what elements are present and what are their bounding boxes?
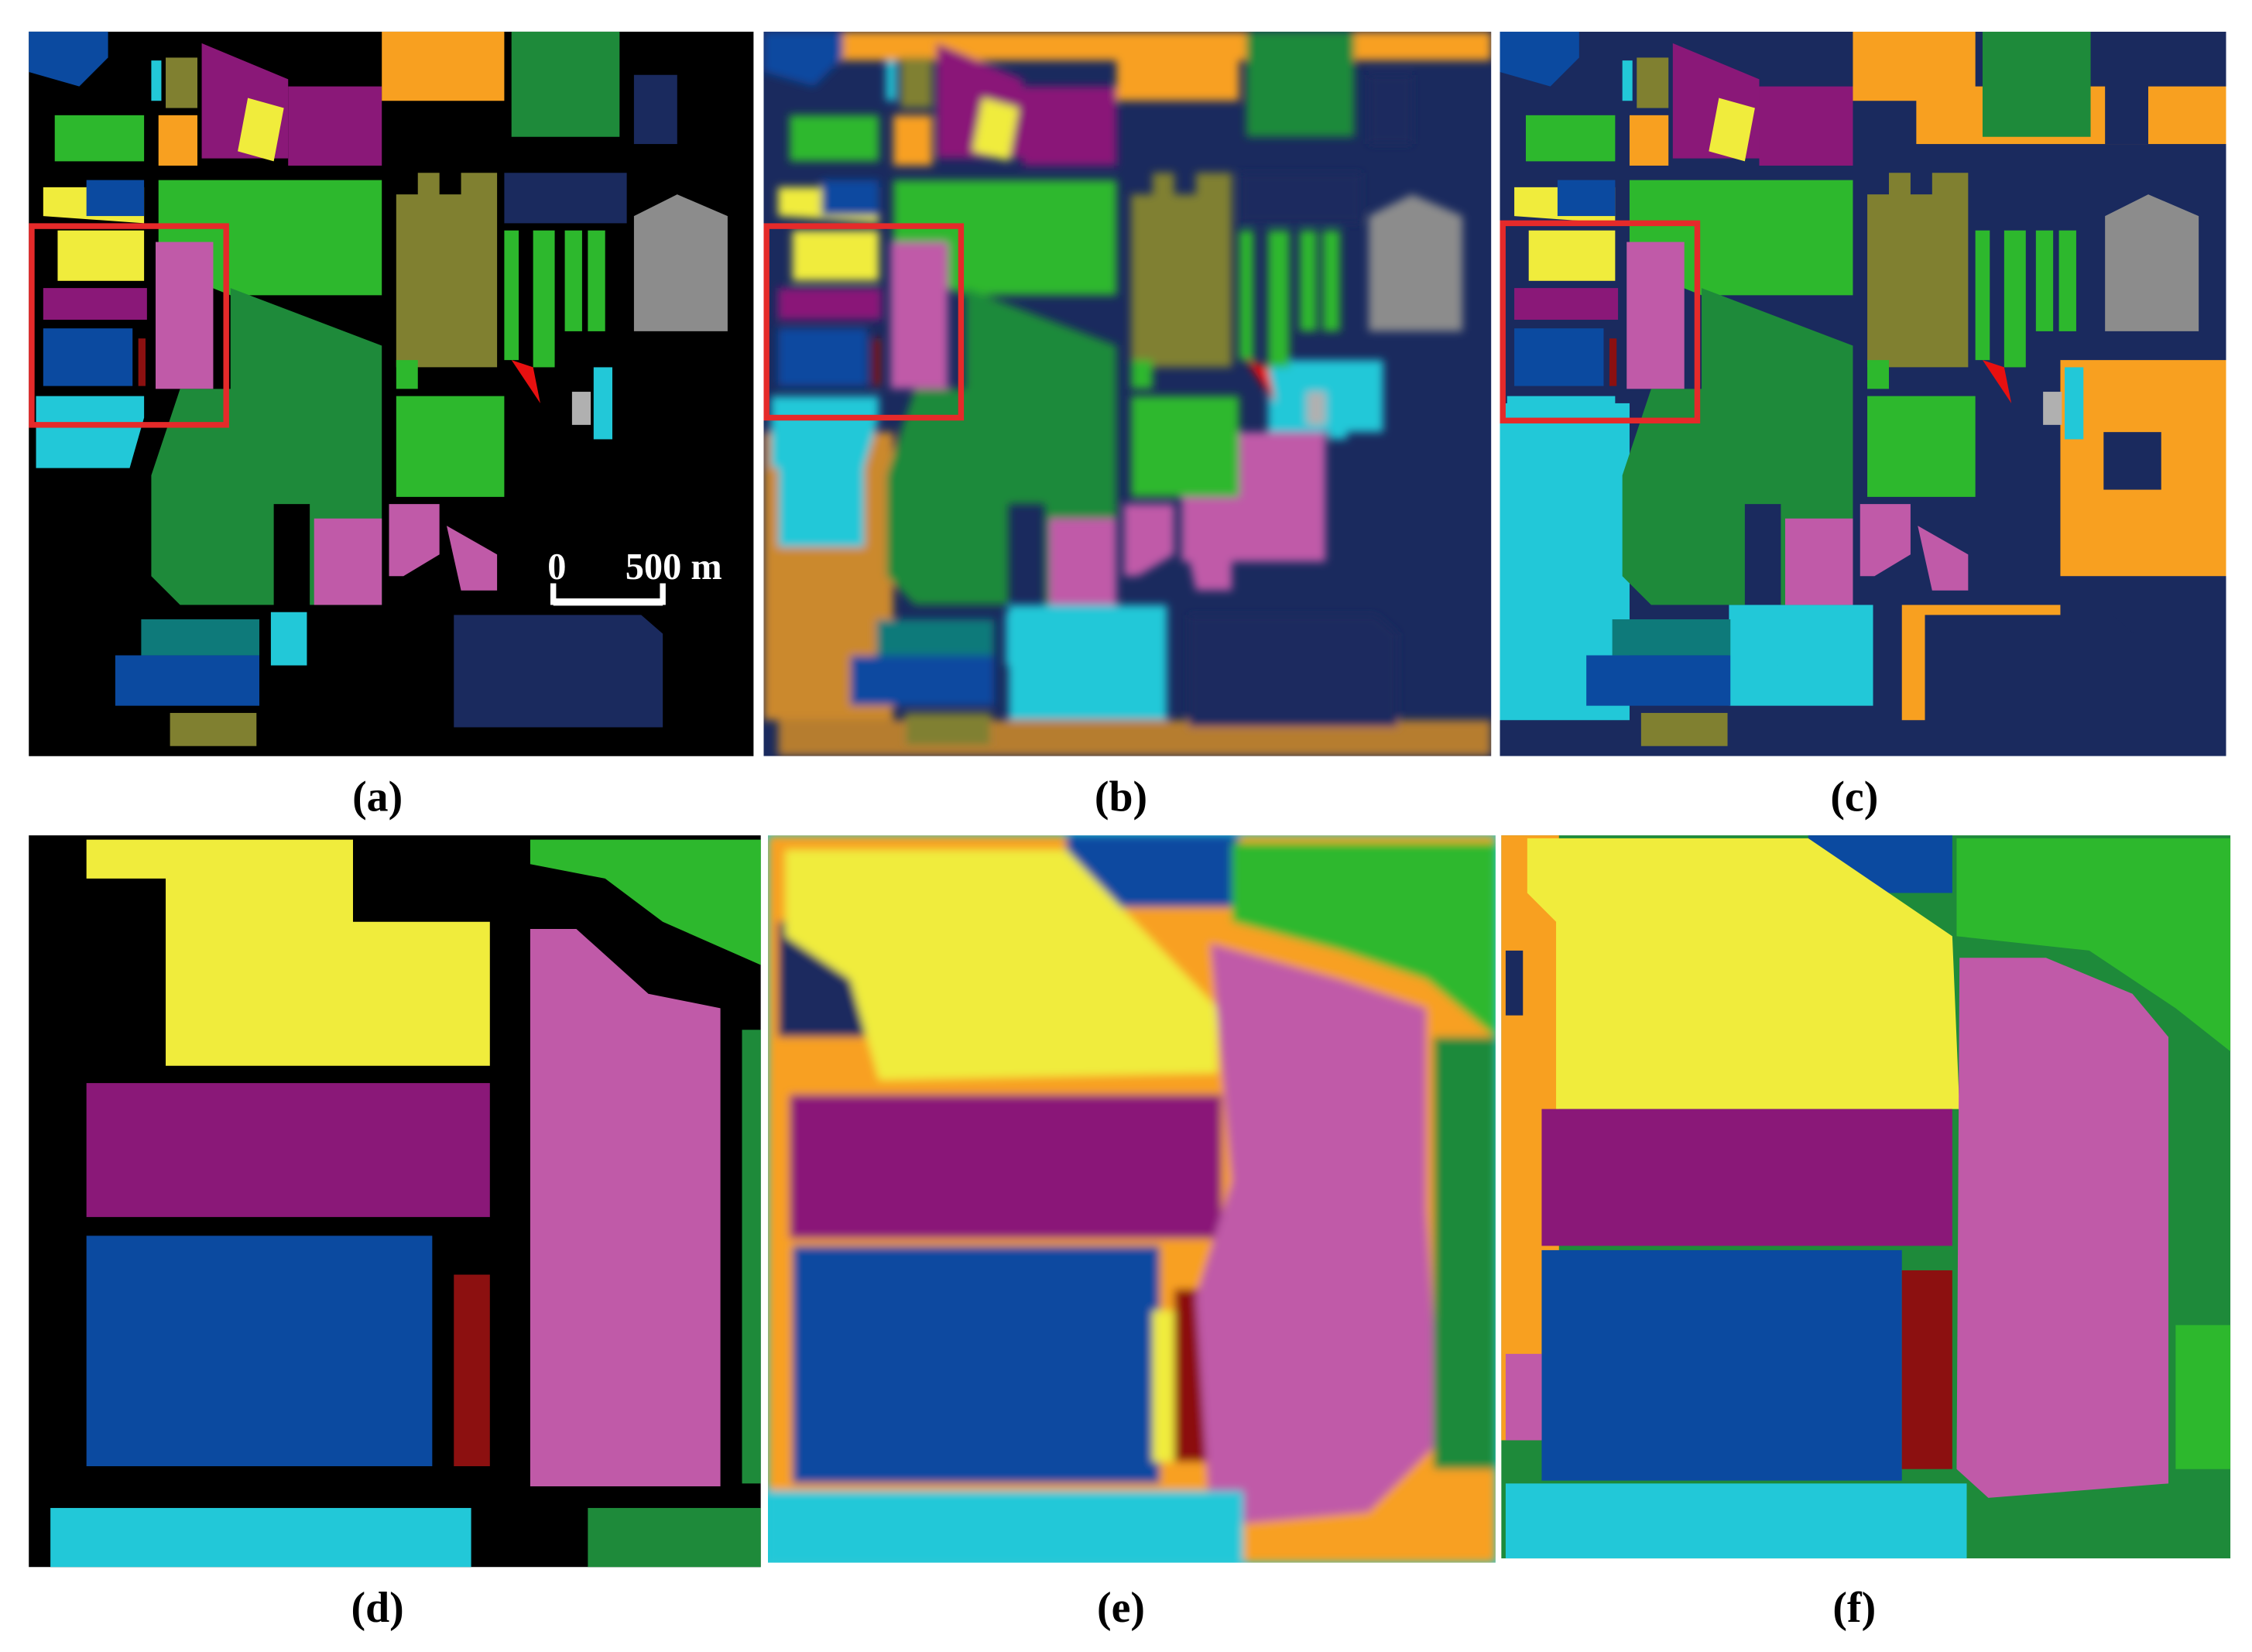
panel-label: (e)	[1097, 1584, 1145, 1632]
scale-bar: 0 500 m	[547, 547, 722, 606]
map-e	[768, 835, 1496, 1563]
panel-label: (c)	[1830, 773, 1878, 821]
panel-label: (d)	[351, 1584, 404, 1632]
scale-start: 0	[547, 547, 566, 588]
zoom-box	[29, 223, 229, 428]
map-f	[1501, 835, 2231, 1559]
scale-end: 500 m	[626, 547, 722, 588]
panel-label: (b)	[1095, 773, 1147, 821]
map-b	[763, 31, 1492, 756]
panel-label: (a)	[352, 773, 403, 821]
map-c	[1500, 31, 2226, 756]
panel-label: (f)	[1832, 1584, 1876, 1632]
